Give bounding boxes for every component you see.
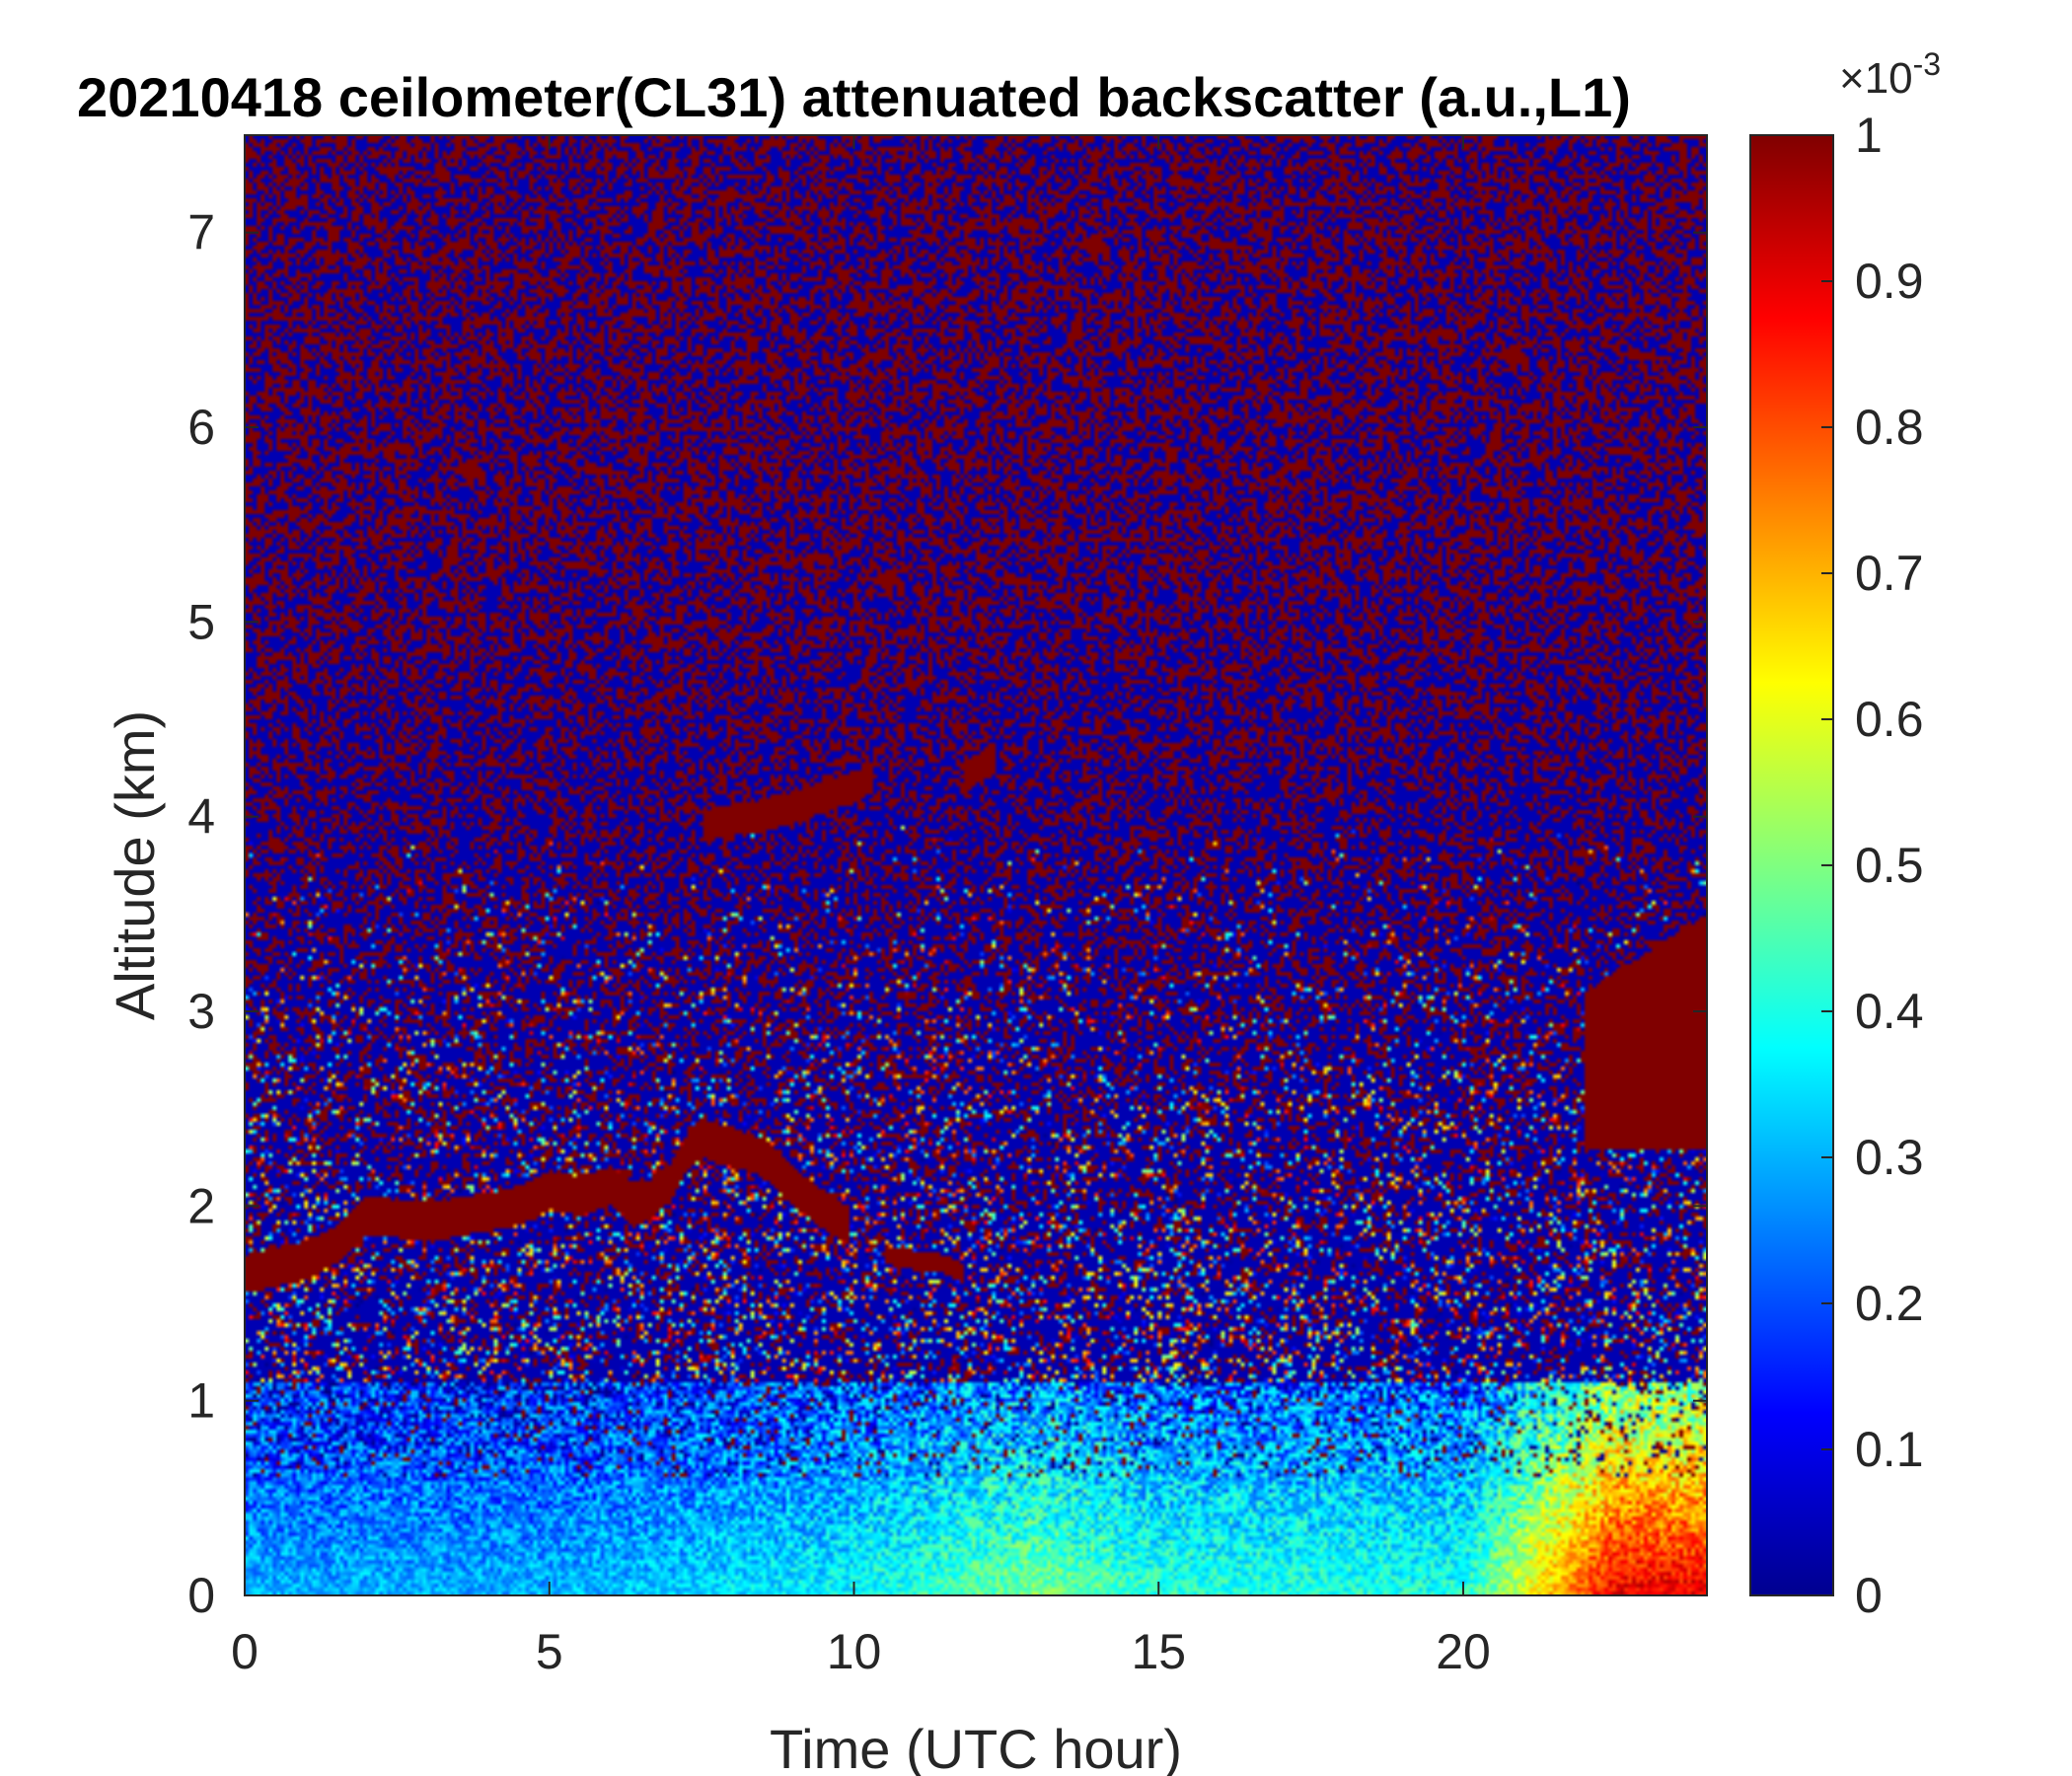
y-tick-label: 0 bbox=[187, 1568, 215, 1623]
y-axis-label: Altitude (km) bbox=[104, 710, 166, 1020]
colorbar-exponent: ×10-3 bbox=[1839, 46, 1941, 103]
y-tick-label: 1 bbox=[187, 1373, 215, 1429]
chart-title: 20210418 ceilometer(CL31) attenuated bac… bbox=[77, 66, 1631, 128]
colorbar-exponent-power: -3 bbox=[1913, 46, 1941, 82]
colorbar-gradient bbox=[1749, 134, 1834, 1596]
x-tick-label: 15 bbox=[1131, 1624, 1186, 1679]
y-tick-label: 6 bbox=[187, 400, 215, 455]
colorbar-tick-label: 0.6 bbox=[1855, 692, 1924, 747]
plot-frame bbox=[244, 134, 1708, 1596]
y-tick-label: 3 bbox=[187, 984, 215, 1039]
y-tick-label: 7 bbox=[187, 205, 215, 260]
x-tick-label: 0 bbox=[231, 1624, 259, 1679]
y-tick-label: 2 bbox=[187, 1178, 215, 1233]
colorbar: 0 0.1 0.2 0.3 0.4 0.5 0.6 0.7 0.8 0.9 1 ×10-3 bbox=[1749, 46, 1941, 1623]
colorbar-tick-label: 0.1 bbox=[1855, 1422, 1924, 1477]
colorbar-tick-label: 0.9 bbox=[1855, 254, 1924, 309]
colorbar-tick-label: 0.8 bbox=[1855, 400, 1924, 455]
colorbar-ticks: 0 0.1 0.2 0.3 0.4 0.5 0.6 0.7 0.8 0.9 1 bbox=[1821, 108, 1924, 1623]
y-tick-label: 5 bbox=[187, 594, 215, 649]
backscatter-heatmap bbox=[245, 135, 1707, 1595]
y-tick-label: 4 bbox=[187, 789, 215, 845]
x-axis: 0 5 10 15 20 bbox=[231, 135, 1491, 1679]
plot-area bbox=[244, 134, 1708, 1596]
y-axis: 0 1 2 3 4 5 6 7 bbox=[187, 205, 1707, 1623]
colorbar-tick-label: 1 bbox=[1855, 108, 1883, 163]
colorbar-tick-label: 0.3 bbox=[1855, 1130, 1924, 1185]
colorbar-exponent-base: ×10 bbox=[1839, 54, 1913, 103]
x-axis-label: Time (UTC hour) bbox=[770, 1718, 1182, 1776]
x-tick-label: 20 bbox=[1436, 1624, 1491, 1679]
colorbar-tick-label: 0.5 bbox=[1855, 838, 1924, 893]
colorbar-tick-label: 0.2 bbox=[1855, 1276, 1924, 1331]
x-tick-label: 10 bbox=[827, 1624, 882, 1679]
x-tick-label: 5 bbox=[536, 1624, 563, 1679]
colorbar-tick-label: 0 bbox=[1855, 1568, 1883, 1623]
colorbar-tick-label: 0.4 bbox=[1855, 984, 1924, 1039]
colorbar-tick-label: 0.7 bbox=[1855, 546, 1924, 601]
